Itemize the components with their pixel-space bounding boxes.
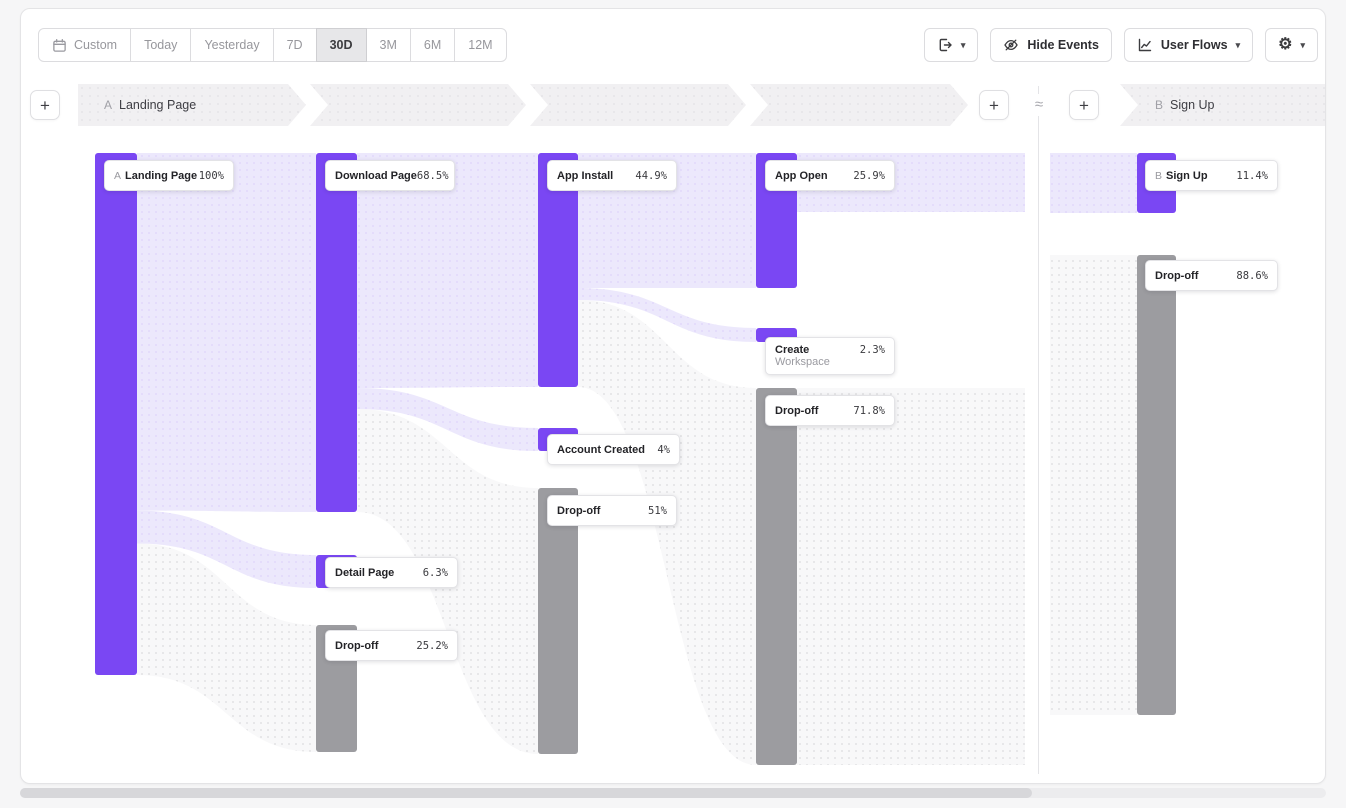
bar-dropoff-step3[interactable]	[538, 488, 578, 754]
label-app-open[interactable]: App Open 25.9%	[765, 160, 895, 191]
label-dropoff-sign-up[interactable]: Drop-off 88.6%	[1145, 260, 1278, 291]
horizontal-scrollbar[interactable]	[20, 788, 1326, 798]
calendar-icon	[53, 38, 66, 52]
user-flows-label: User Flows	[1160, 38, 1228, 52]
flow-a-header: A Landing Page	[104, 84, 196, 126]
node-badge: A	[114, 169, 122, 182]
bar-download-page[interactable]	[316, 153, 357, 512]
node-badge: B	[1155, 169, 1163, 182]
step-arrow-b[interactable]	[1120, 84, 1325, 126]
date-range-today[interactable]: Today	[130, 28, 192, 62]
scrollbar-thumb[interactable]	[20, 788, 1032, 798]
step-arrow-1[interactable]	[78, 84, 306, 126]
flow-a-start-event: Landing Page	[119, 98, 197, 112]
flow-b-badge: B	[1155, 98, 1164, 112]
gear-icon: ⚙	[1278, 36, 1293, 53]
toolbar-actions: ▾ Hide Events User Flows ▾ ⚙ ▾	[923, 28, 1318, 62]
date-range-7d[interactable]: 7D	[272, 28, 317, 62]
bar-app-install[interactable]	[538, 153, 578, 387]
step-arrow-2[interactable]	[310, 84, 526, 126]
chevron-down-icon: ▾	[1235, 39, 1241, 50]
date-range-label: Custom	[74, 38, 118, 52]
date-range-picker: Custom Today Yesterday 7D 30D 3M 6M 12M	[38, 28, 507, 62]
add-step-after-a-button[interactable]: +	[979, 90, 1009, 120]
bar-landing-page[interactable]	[95, 153, 137, 675]
flows-separator: ≈	[1026, 94, 1052, 116]
user-flows-button[interactable]: User Flows ▾	[1123, 28, 1254, 62]
date-range-12m[interactable]: 12M	[454, 28, 507, 62]
label-create-workspace[interactable]: Create 2.3% Workspace	[765, 337, 895, 375]
label-dropoff-step3[interactable]: Drop-off 51%	[547, 495, 677, 526]
label-detail-page[interactable]: Detail Page 6.3%	[325, 557, 458, 588]
step-arrow-3[interactable]	[530, 84, 746, 126]
bar-dropoff-step4[interactable]	[756, 388, 797, 765]
date-range-yesterday[interactable]: Yesterday	[190, 28, 274, 62]
chevron-down-icon: ▾	[1300, 39, 1305, 50]
label-download-page[interactable]: Download Page 68.5%	[325, 160, 455, 191]
flow-section-divider	[1038, 86, 1039, 774]
add-step-before-b-button[interactable]: +	[1069, 90, 1099, 120]
date-range-custom[interactable]: Custom	[38, 28, 132, 62]
export-icon	[939, 38, 952, 52]
label-dropoff-step2[interactable]: Drop-off 25.2%	[325, 630, 458, 661]
flow-b-start-event: Sign Up	[1170, 98, 1215, 112]
flow-b-header: B Sign Up	[1155, 84, 1215, 126]
date-range-3m[interactable]: 3M	[365, 28, 411, 62]
settings-button[interactable]: ⚙ ▾	[1265, 28, 1318, 62]
date-range-6m[interactable]: 6M	[409, 28, 456, 62]
label-landing-page[interactable]: A Landing Page 100%	[104, 160, 234, 191]
label-sign-up[interactable]: B Sign Up 11.4%	[1145, 160, 1278, 191]
eye-off-icon	[1004, 39, 1019, 51]
hide-events-label: Hide Events	[1027, 38, 1099, 52]
label-app-install[interactable]: App Install 44.9%	[547, 160, 677, 191]
step-arrow-4[interactable]	[750, 84, 968, 126]
bar-dropoff-sign-up[interactable]	[1137, 255, 1176, 715]
add-step-before-button[interactable]: +	[30, 90, 60, 120]
label-dropoff-step4[interactable]: Drop-off 71.8%	[765, 395, 895, 426]
export-button[interactable]: ▾	[923, 28, 979, 62]
line-chart-icon	[1138, 38, 1152, 52]
chevron-down-icon: ▾	[960, 39, 966, 50]
label-account-created[interactable]: Account Created 4%	[547, 434, 680, 465]
flow-a-badge: A	[104, 98, 113, 112]
hide-events-button[interactable]: Hide Events	[990, 28, 1112, 62]
date-range-30d[interactable]: 30D	[315, 28, 367, 62]
